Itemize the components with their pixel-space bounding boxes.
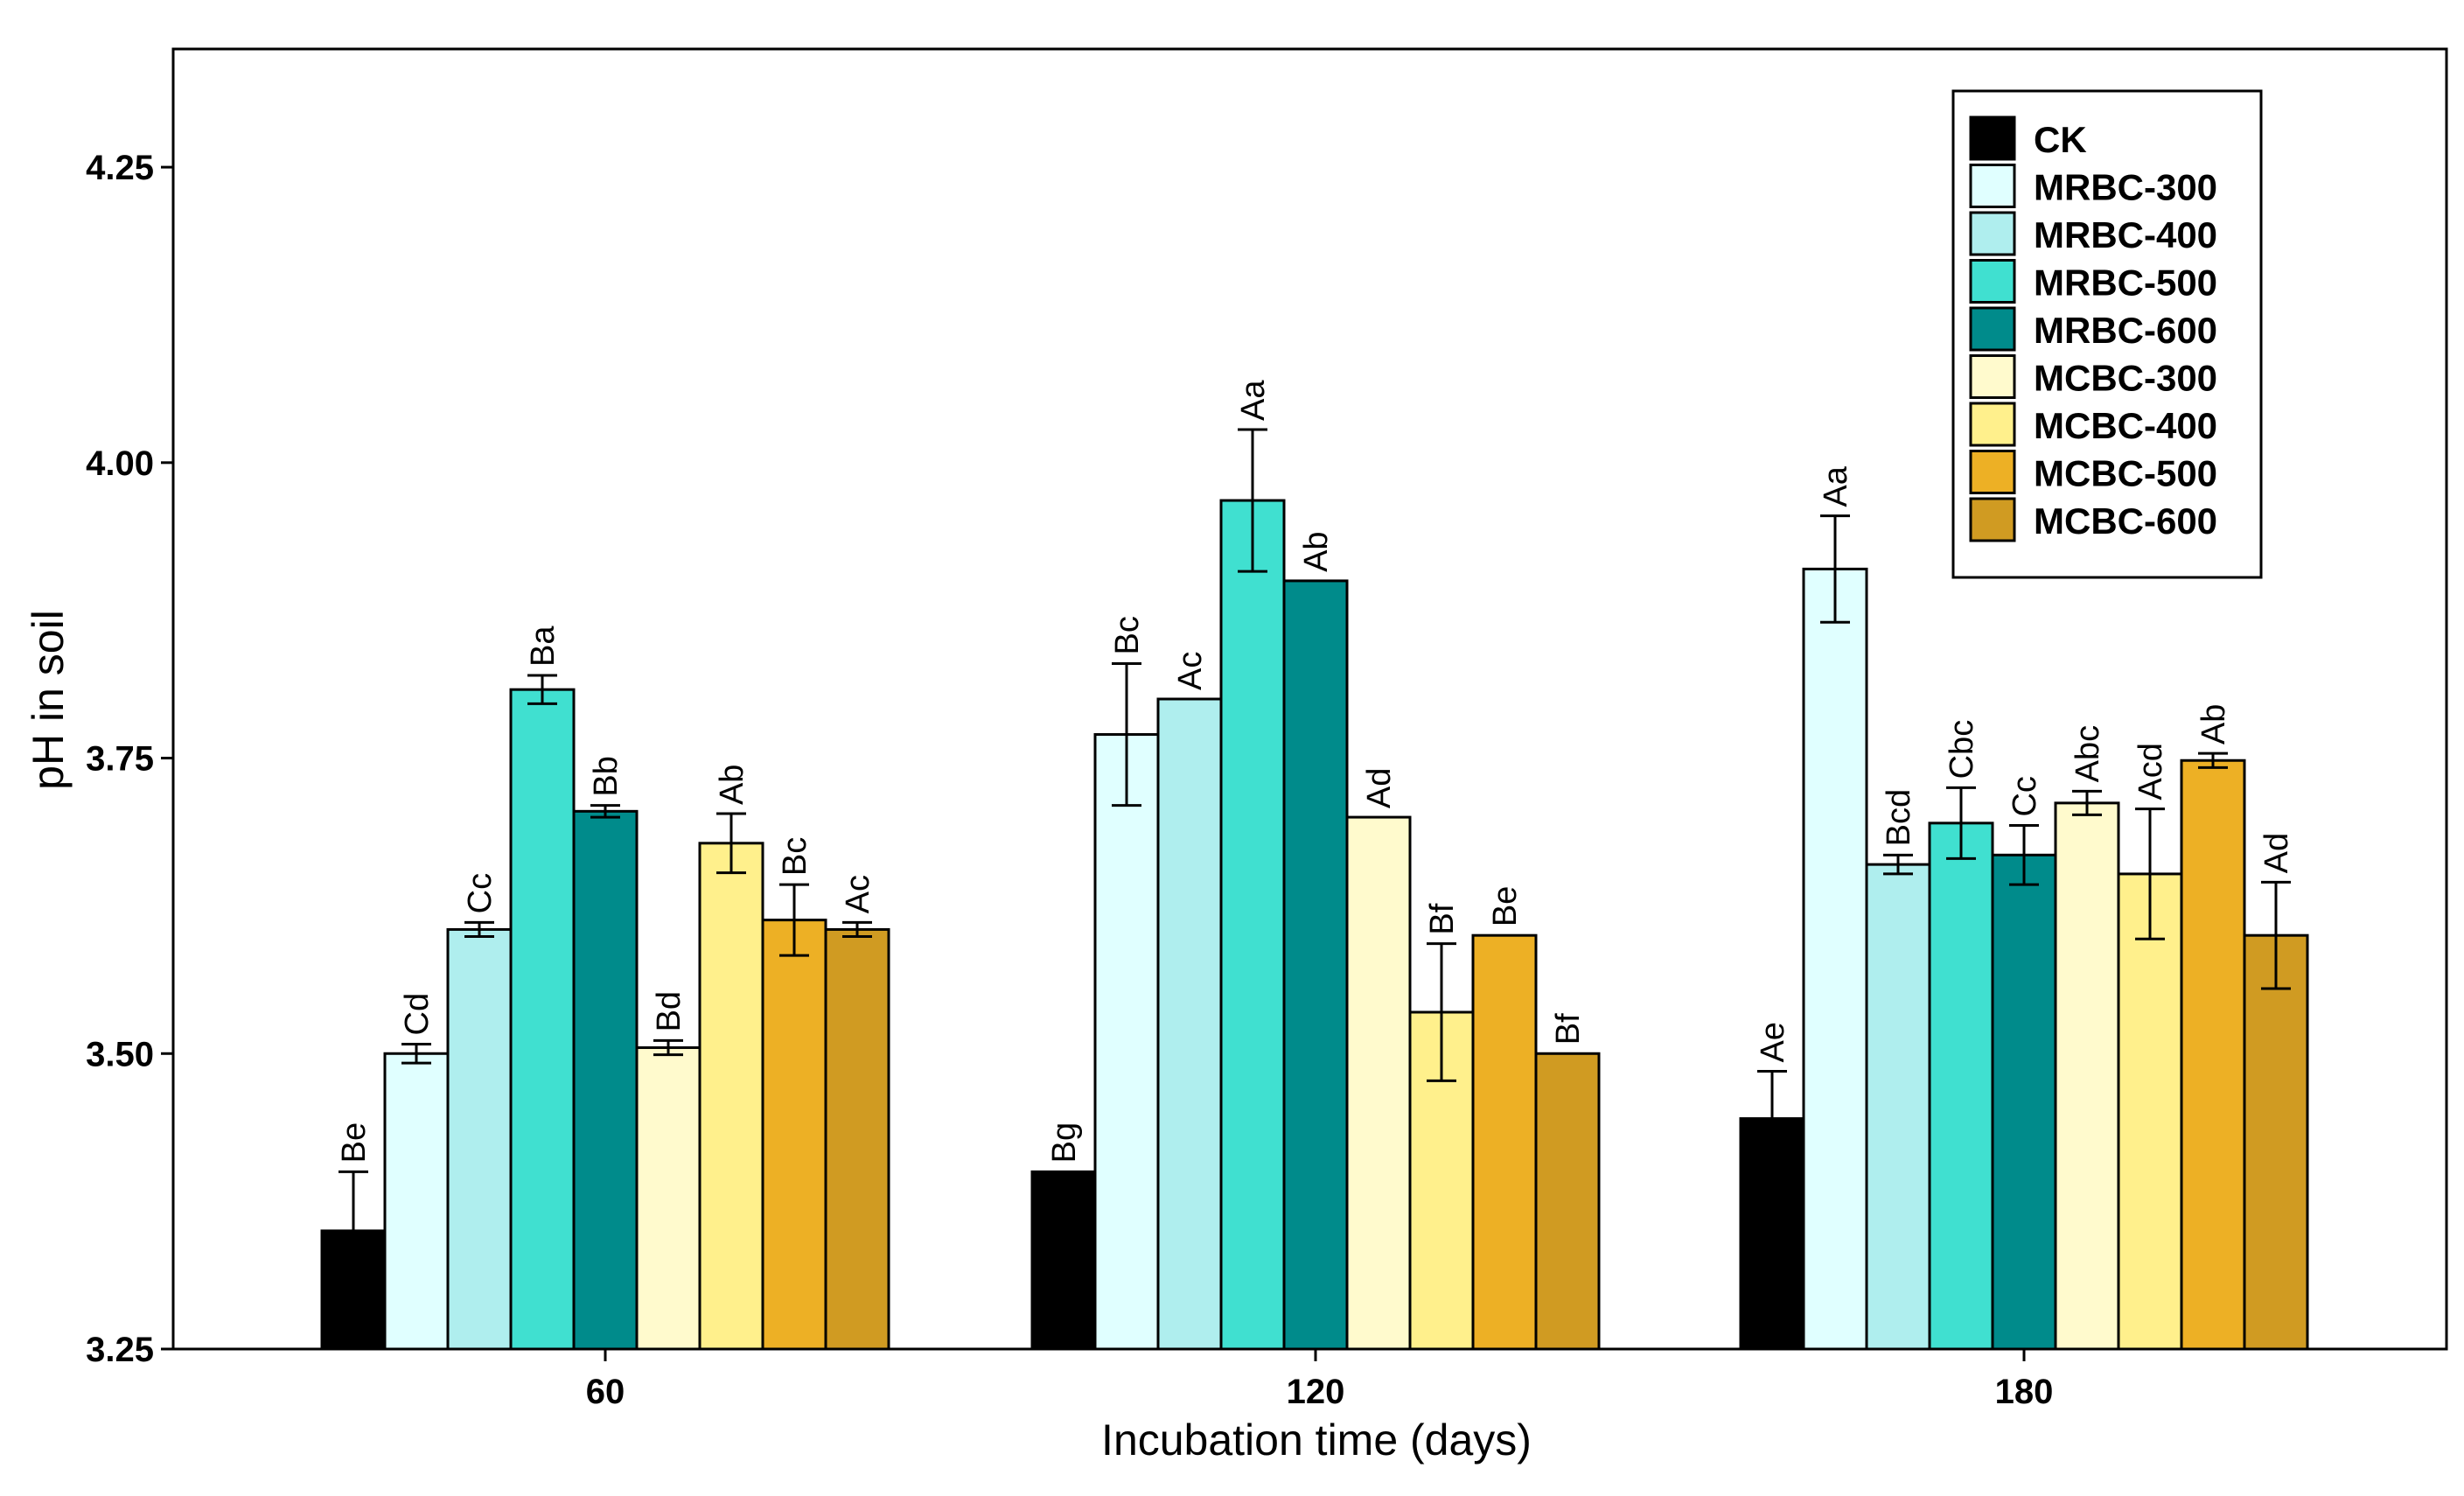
significance-label: Cbc [1944,720,1980,779]
series-mrbc-500: Ba Aa Cbc [509,380,1994,1351]
series-ck: Be Bg Ae [320,1022,1805,1351]
bar [1802,567,1868,1351]
significance-label: Ac [1172,652,1209,690]
legend-label: MCBC-400 [2034,405,2217,446]
legend-swatch [1969,354,2016,399]
series-mcbc-400: Ab Bf Acd [698,743,2183,1351]
legend-label: CK [2034,119,2087,160]
series-mcbc-600: Ac Bf Ad [824,833,2309,1351]
legend-label: MRBC-300 [2034,167,2217,208]
bar [635,1046,702,1351]
legend-swatch [1969,211,2016,256]
bar [1093,733,1160,1351]
significance-label: Be [1487,886,1524,926]
legend-swatch [1969,402,2016,447]
significance-label: Bcd [1881,789,1917,846]
bar [1534,1052,1601,1351]
y-tick-label: 3.75 [86,740,154,779]
significance-label: Cd [399,993,436,1036]
significance-label: Ad [2258,833,2295,873]
bar [1991,853,2057,1351]
bar [1345,815,1412,1351]
series-mrbc-400: Cc Ac Bcd [446,652,1931,1351]
y-tick-label: 4.25 [86,149,154,187]
legend-swatch [1969,306,2016,352]
legend-label: MRBC-400 [2034,214,2217,255]
bar [2117,872,2183,1351]
significance-label: Bg [1046,1122,1083,1163]
series-mcbc-500: Bc Be Ab [761,704,2246,1351]
significance-label: Acd [2132,743,2169,800]
legend-swatch [1969,164,2016,208]
bar [1282,579,1349,1351]
x-tick-label: 120 [1287,1373,1345,1411]
significance-label: Ae [1755,1022,1791,1062]
y-tick-label: 4.00 [86,444,154,483]
bar [572,809,639,1351]
significance-label: Bf [1424,903,1461,934]
legend-label: MRBC-500 [2034,262,2217,304]
significance-label: Ad [1361,768,1398,808]
significance-label: Cc [462,873,499,913]
bar [2054,801,2120,1351]
bar [446,927,513,1351]
bar [509,688,576,1351]
y-tick-label: 3.25 [86,1331,154,1369]
legend-label: MCBC-600 [2034,500,2217,542]
significance-label: Bb [588,756,625,796]
bar [1156,697,1223,1351]
bar [698,842,764,1351]
x-tick-label: 60 [586,1373,625,1411]
bar [2180,758,2246,1351]
significance-label: Bd [651,991,688,1031]
bar [1219,499,1286,1351]
legend-label: MRBC-600 [2034,310,2217,351]
significance-label: Ab [1298,531,1335,571]
bar [1471,933,1538,1351]
significance-label: Bc [1109,616,1146,654]
legend-swatch [1969,497,2016,542]
x-tick-label: 180 [1995,1373,2054,1411]
bar [761,919,827,1351]
y-axis-title: pH in soil [24,610,73,790]
legend-label: MCBC-300 [2034,358,2217,399]
significance-label: Aa [1235,380,1272,421]
significance-label: Abc [2070,725,2106,782]
bar [1928,821,1994,1351]
bar [824,927,890,1351]
significance-label: Ab [714,765,750,805]
significance-label: Cc [2007,776,2043,816]
significance-label: Ba [525,626,562,667]
significance-label: Ac [840,875,876,913]
significance-label: Bc [777,837,813,876]
significance-label: Ab [2195,704,2232,745]
legend-swatch [1969,259,2016,304]
bar [383,1052,450,1351]
legend-label: MCBC-500 [2034,453,2217,494]
significance-label: Aa [1818,465,1854,507]
legend-swatch [1969,115,2016,161]
series-mrbc-300: Cd Bc Aa [383,465,1868,1351]
bar-series-group: Be BgAeCdBcAaCcAcBcdBaAaCbcBbAbCcBdAdAbcA… [320,380,2309,1351]
legend-swatch [1969,450,2016,494]
y-tick-label: 3.50 [86,1035,154,1073]
x-axis: 60 120 180 [586,1349,2054,1411]
significance-label: Be [336,1122,373,1163]
legend: CK MRBC-300 MRBC-400 MRBC-500 MRBC-600 MCBC-3… [1951,89,2263,579]
bar [1030,1170,1097,1351]
bar [2243,933,2309,1351]
significance-label: Bf [1550,1013,1587,1045]
bar [1865,863,1931,1351]
y-axis: 3.25 3.50 3.75 4.00 4.25 [86,149,173,1369]
series-mcbc-300: Bd Ad Abc [635,725,2120,1351]
x-axis-title: Incubation time (days) [1101,1416,1532,1465]
